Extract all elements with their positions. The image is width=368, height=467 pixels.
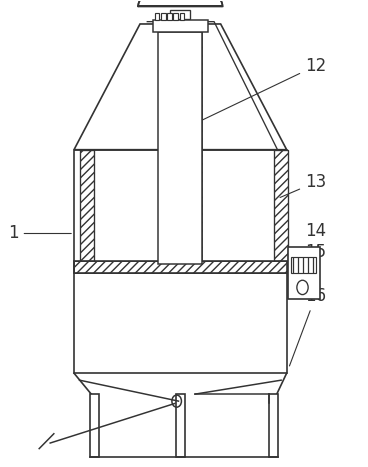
Bar <box>289 248 320 299</box>
Polygon shape <box>138 0 223 6</box>
Text: 12: 12 <box>201 57 326 120</box>
Bar <box>161 13 166 20</box>
Text: 15: 15 <box>305 243 326 268</box>
Bar <box>180 13 184 20</box>
Text: 1: 1 <box>8 225 71 242</box>
Bar <box>153 20 208 32</box>
Bar <box>158 32 202 264</box>
Bar <box>274 150 289 262</box>
Bar <box>74 262 287 273</box>
Bar <box>173 13 178 20</box>
Bar <box>291 257 316 273</box>
Bar <box>176 394 185 457</box>
Bar <box>170 10 190 19</box>
Bar <box>274 150 289 262</box>
Bar <box>79 150 94 262</box>
Text: 8: 8 <box>305 264 320 287</box>
Bar <box>269 394 278 457</box>
Bar <box>167 13 172 20</box>
Bar <box>74 150 287 373</box>
Polygon shape <box>74 24 287 150</box>
Text: 14: 14 <box>305 222 326 256</box>
Bar <box>155 13 159 20</box>
Bar <box>79 150 94 262</box>
Text: 13: 13 <box>280 173 326 198</box>
Text: 16: 16 <box>290 287 326 366</box>
Bar <box>90 394 99 457</box>
Bar <box>158 32 202 264</box>
Bar <box>74 262 287 273</box>
